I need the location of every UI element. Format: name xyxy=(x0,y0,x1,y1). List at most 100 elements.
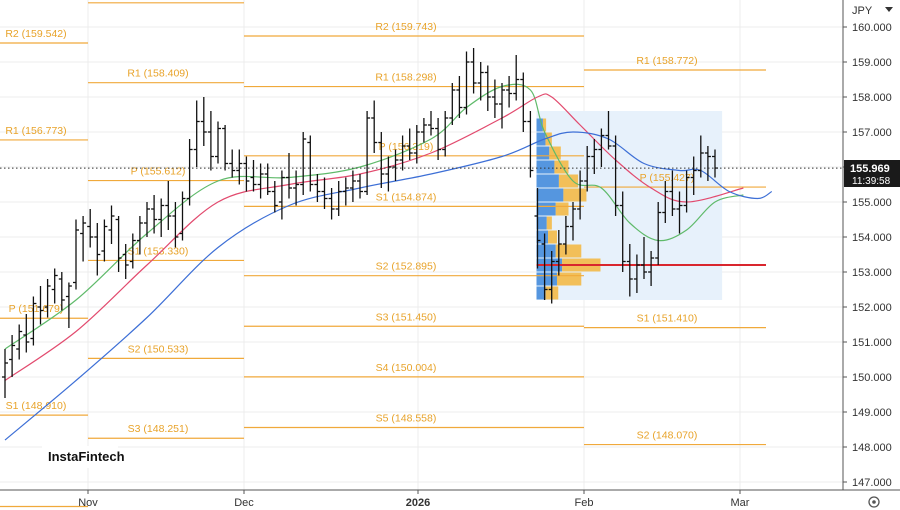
ohlc-bar xyxy=(449,83,456,125)
ohlc-bar xyxy=(250,160,257,192)
ohlc-bar xyxy=(676,191,683,234)
ohlc-bar xyxy=(51,268,58,304)
volume-bar-sell xyxy=(554,160,569,174)
y-tick-label: 160.000 xyxy=(852,22,892,34)
y-tick-label: 152.000 xyxy=(852,302,892,314)
pivot-label: S2 (148.070) xyxy=(637,430,698,442)
ohlc-bar xyxy=(101,219,108,262)
volume-bar-sell xyxy=(542,118,547,132)
ohlc-bar xyxy=(626,244,633,297)
ohlc-bar xyxy=(58,272,65,311)
volume-bar-buy xyxy=(536,160,555,174)
ohlc-bar xyxy=(300,132,307,195)
ohlc-bar xyxy=(278,170,285,220)
ohlc-bar xyxy=(314,174,321,202)
settings-icon[interactable] xyxy=(868,496,880,508)
ohlc-bar xyxy=(16,324,23,360)
y-axis-ticks: 160.000159.000158.000157.000156.000155.0… xyxy=(843,22,892,489)
ohlc-bar xyxy=(399,135,406,171)
ohlc-bar xyxy=(385,156,392,192)
ohlc-bar xyxy=(655,202,662,265)
ohlc-bar xyxy=(527,111,534,178)
pivot-label: R1 (156.773) xyxy=(5,125,66,137)
ohlc-bar xyxy=(612,135,619,216)
ohlc-bar xyxy=(570,202,576,241)
ohlc-bar xyxy=(264,163,271,195)
y-tick-label: 159.000 xyxy=(852,57,892,69)
ohlc-bar xyxy=(513,55,520,101)
volume-bar-sell xyxy=(556,272,582,286)
y-tick-label: 150.000 xyxy=(852,372,892,384)
ohlc-bar xyxy=(243,156,250,192)
y-tick-label: 149.000 xyxy=(852,407,892,419)
ma_slow-line xyxy=(4,131,773,441)
ohlc-bar xyxy=(477,62,484,101)
ohlc-bar xyxy=(108,205,115,244)
ohlc-bar xyxy=(172,202,179,248)
ohlc-bar xyxy=(73,219,79,290)
x-tick-label: Nov xyxy=(78,497,98,509)
ohlc-bar xyxy=(413,125,420,164)
ohlc-bar xyxy=(633,254,640,293)
pivot-label: S3 (151.450) xyxy=(376,311,437,323)
ohlc-bar xyxy=(129,233,136,269)
ohlc-bar xyxy=(349,170,356,202)
ohlc-bar xyxy=(307,135,314,192)
volume-bar-sell xyxy=(546,216,552,230)
chevron-down-icon[interactable] xyxy=(885,7,893,12)
x-axis-ticks: Nov Dec 2026 Feb Mar xyxy=(78,490,750,509)
ohlc-bar xyxy=(456,76,463,118)
ohlc-bar xyxy=(371,100,378,153)
ohlc-bar xyxy=(222,125,229,171)
x-tick-label: Feb xyxy=(575,497,594,509)
volume-bar-buy xyxy=(536,202,556,216)
y-tick-label: 153.000 xyxy=(852,267,892,279)
ohlc-bar xyxy=(669,170,676,216)
ohlc-bar xyxy=(662,181,669,223)
ohlc-bar xyxy=(65,282,72,328)
ohlc-bar xyxy=(9,335,16,377)
ohlc-bar xyxy=(534,188,541,269)
price-tag-time: 11:39:58 xyxy=(852,176,891,187)
volume-bar-buy xyxy=(536,188,564,202)
ohlc-bar xyxy=(179,191,186,241)
volume-bar-buy xyxy=(536,174,559,188)
ohlc-bar xyxy=(683,170,690,213)
pivot-label: P (151.679) xyxy=(9,303,64,315)
y-tick-label: 151.000 xyxy=(852,337,892,349)
ohlc-bar xyxy=(584,146,591,192)
logo: InstaFintech xyxy=(42,446,125,468)
ohlc-bar xyxy=(23,314,30,353)
y-tick-label: 154.000 xyxy=(852,232,892,244)
ohlc-bar xyxy=(144,202,150,237)
ohlc-bar xyxy=(428,111,434,136)
ohlc-bar xyxy=(115,216,122,272)
ohlc-bar xyxy=(697,135,704,178)
ohlc-bar xyxy=(499,83,505,129)
ohlc-bar xyxy=(491,79,498,118)
ohlc-bar xyxy=(286,153,292,199)
ohlc-bar xyxy=(186,139,193,206)
volume-bar-buy xyxy=(536,132,546,146)
ohlc-bar xyxy=(364,111,371,195)
ohlc-bar xyxy=(2,349,8,398)
volume-bar-sell xyxy=(558,174,579,188)
pivot-label: R1 (158.409) xyxy=(127,68,188,80)
ohlc-bar xyxy=(158,198,165,237)
ohlc-bar xyxy=(548,251,555,304)
ohlc-bar xyxy=(37,286,44,325)
ohlc-bar xyxy=(335,181,342,216)
ohlc-bar xyxy=(136,216,143,255)
ohlc-bar xyxy=(484,65,491,111)
ohlc-bar xyxy=(357,174,363,199)
volume-bar-sell xyxy=(555,244,582,258)
ohlc-bar xyxy=(420,118,427,143)
ohlc-bar xyxy=(378,132,385,188)
volume-bar-sell xyxy=(548,230,557,244)
ohlc-bar xyxy=(271,181,278,213)
pivot-label: R2 (159.542) xyxy=(5,28,66,40)
y-tick-label: 157.000 xyxy=(852,127,892,139)
price-tag: 155.969 11:39:58 xyxy=(844,160,900,187)
